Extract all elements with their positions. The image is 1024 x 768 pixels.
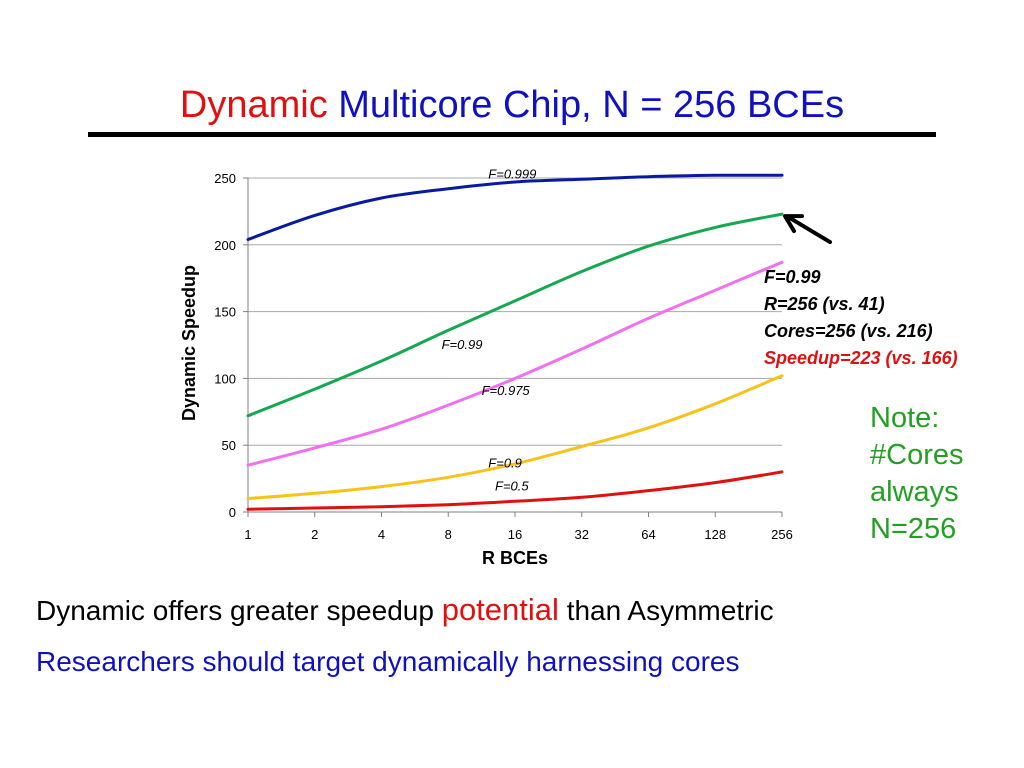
y-tick-label: 50 — [222, 438, 236, 453]
y-tick-label: 100 — [214, 371, 236, 386]
x-tick-label: 1 — [244, 527, 251, 542]
y-tick-label: 250 — [214, 171, 236, 186]
slide-title-dynamic: Dynamic — [179, 84, 328, 126]
y-tick-label: 200 — [214, 238, 236, 253]
x-axis-ticks: 1 2 4 8 16 32 64 128 256 — [244, 512, 793, 542]
x-tick-label: 256 — [771, 527, 793, 542]
callout-line-cores: Cores=256 (vs. 216) — [764, 321, 933, 341]
x-tick-label: 8 — [445, 527, 452, 542]
bullet2-text: Researchers should target dynamically ha… — [36, 646, 740, 677]
callout-line-speedup: Speedup=223 (vs. 166) — [764, 348, 958, 368]
bullet1-text-start: Dynamic offers greater speedup — [36, 595, 442, 626]
series-line-f-0-99 — [246, 212, 784, 418]
bullet1-text-end: than Asymmetric — [558, 595, 774, 626]
title-underline — [88, 132, 936, 137]
x-tick-label: 4 — [378, 527, 385, 542]
slide-title: Dynamic Multicore Chip, N = 256 BCEs — [0, 80, 1024, 130]
series-line-f-0-975 — [246, 260, 784, 467]
series-line-f-0-5 — [246, 470, 784, 511]
arrow-shaft — [788, 216, 832, 245]
bullet-researchers: Researchers should target dynamically ha… — [36, 644, 739, 680]
series-label-f-0-5: F=0.5 — [495, 479, 529, 494]
chart-series — [246, 173, 784, 511]
note-line: N=256 — [870, 513, 957, 545]
note-line: always — [870, 476, 959, 508]
series-labels: F=0.999 F=0.99 F=0.975 F=0.9 F=0.5 — [442, 167, 537, 494]
note-line: #Cores — [870, 439, 964, 471]
note-line: Note: — [870, 402, 940, 434]
x-tick-label: 2 — [311, 527, 318, 542]
x-tick-label: 128 — [704, 527, 726, 542]
x-axis-label: R BCEs — [482, 548, 548, 568]
bullet1-text-potential: potential — [441, 592, 559, 627]
series-label-f-0-975: F=0.975 — [482, 383, 531, 398]
callout-arrow — [783, 214, 832, 245]
series-label-f-0-9: F=0.9 — [488, 455, 522, 470]
slide-title-rest: Multicore Chip, N = 256 BCEs — [338, 84, 845, 126]
arrow-head — [783, 214, 804, 234]
callout-line-r: R=256 (vs. 41) — [764, 294, 885, 314]
bullet-dynamic-vs-asymmetric: Dynamic offers greater speedup potential… — [36, 592, 774, 629]
cores-note: Note: #Cores always N=256 — [870, 400, 964, 548]
y-tick-label: 150 — [214, 305, 236, 320]
series-label-f-0-99: F=0.99 — [442, 337, 483, 352]
series-label-f-0-999: F=0.999 — [488, 167, 536, 182]
y-axis-label: Dynamic Speedup — [179, 265, 199, 421]
callout-line-f: F=0.99 — [764, 267, 821, 287]
x-tick-label: 32 — [575, 527, 589, 542]
y-tick-label: 0 — [229, 505, 236, 520]
f099-callout: F=0.99 R=256 (vs. 41) Cores=256 (vs. 216… — [764, 264, 958, 372]
x-tick-label: 64 — [641, 527, 655, 542]
series-line-f-0-9 — [246, 374, 784, 501]
series-line-f-0-999 — [246, 173, 784, 241]
y-axis-ticks: 0 50 100 150 200 250 — [214, 171, 249, 520]
speedup-chart: 0 50 100 150 200 250 1 2 4 8 16 32 64 128 256 F=0.999… — [179, 167, 832, 568]
x-tick-label: 16 — [508, 527, 522, 542]
